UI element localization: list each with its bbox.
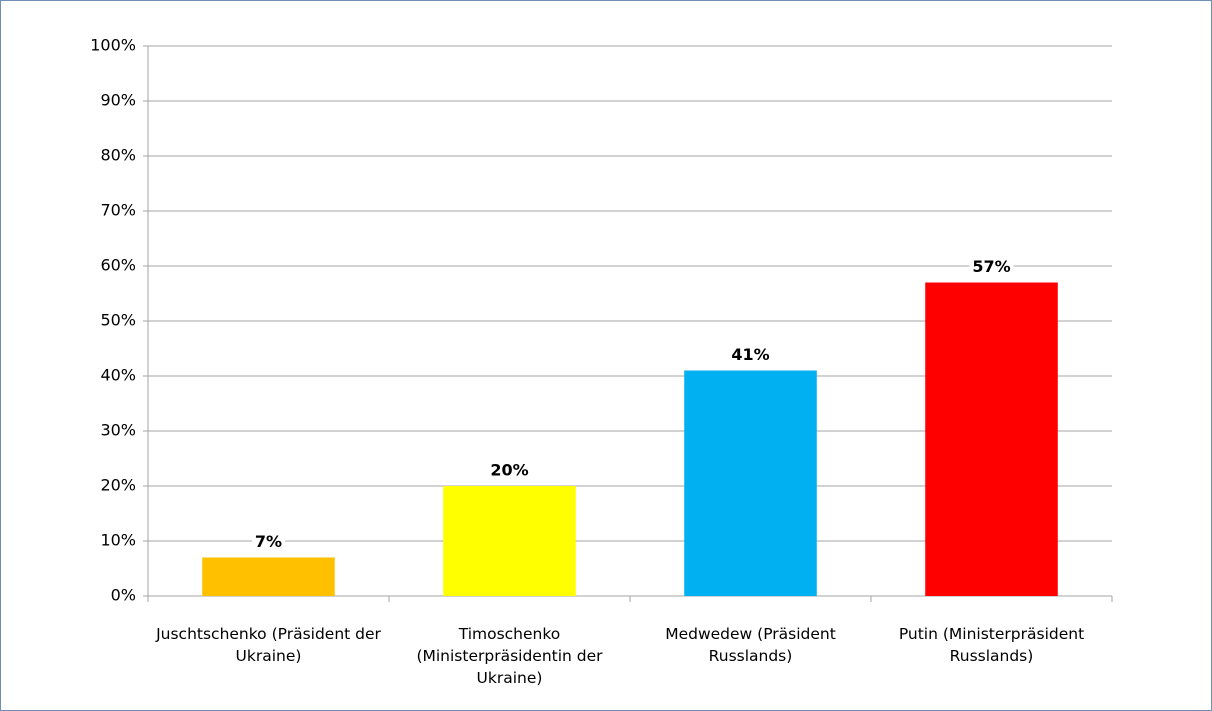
label-bg (969, 257, 1014, 276)
x-tick-label: Juschtschenko (Präsident der Ukraine) (156, 625, 381, 665)
y-tick-label: 90% (100, 91, 136, 110)
x-tick-label: Putin (Ministerpräsident Russlands) (898, 625, 1085, 665)
y-tick-label: 20% (100, 476, 136, 495)
data-label: 41% (731, 345, 769, 364)
label-bg (487, 460, 532, 480)
bar (443, 486, 576, 596)
bar (684, 370, 817, 596)
y-tick-label: 80% (100, 146, 136, 165)
y-tick-label: 60% (100, 256, 136, 275)
label-bg (251, 532, 286, 551)
label-bg (728, 345, 773, 364)
data-label: 20% (490, 461, 528, 480)
x-tick-label: Medwedew (Präsident Russlands) (665, 625, 836, 665)
data-label: 7% (255, 532, 282, 551)
y-tick-label: 30% (100, 421, 136, 440)
x-tick-label: Timoschenko (Ministerpräsidentin der Ukr… (416, 625, 603, 687)
y-tick-label: 40% (100, 366, 136, 385)
y-tick-label: 70% (100, 201, 136, 220)
bar (925, 282, 1058, 596)
y-tick-label: 100% (90, 36, 136, 55)
y-tick-label: 0% (111, 586, 136, 605)
y-tick-label: 50% (100, 311, 136, 330)
bar (202, 557, 335, 596)
y-tick-label: 10% (100, 531, 136, 550)
data-label: 57% (972, 257, 1010, 276)
